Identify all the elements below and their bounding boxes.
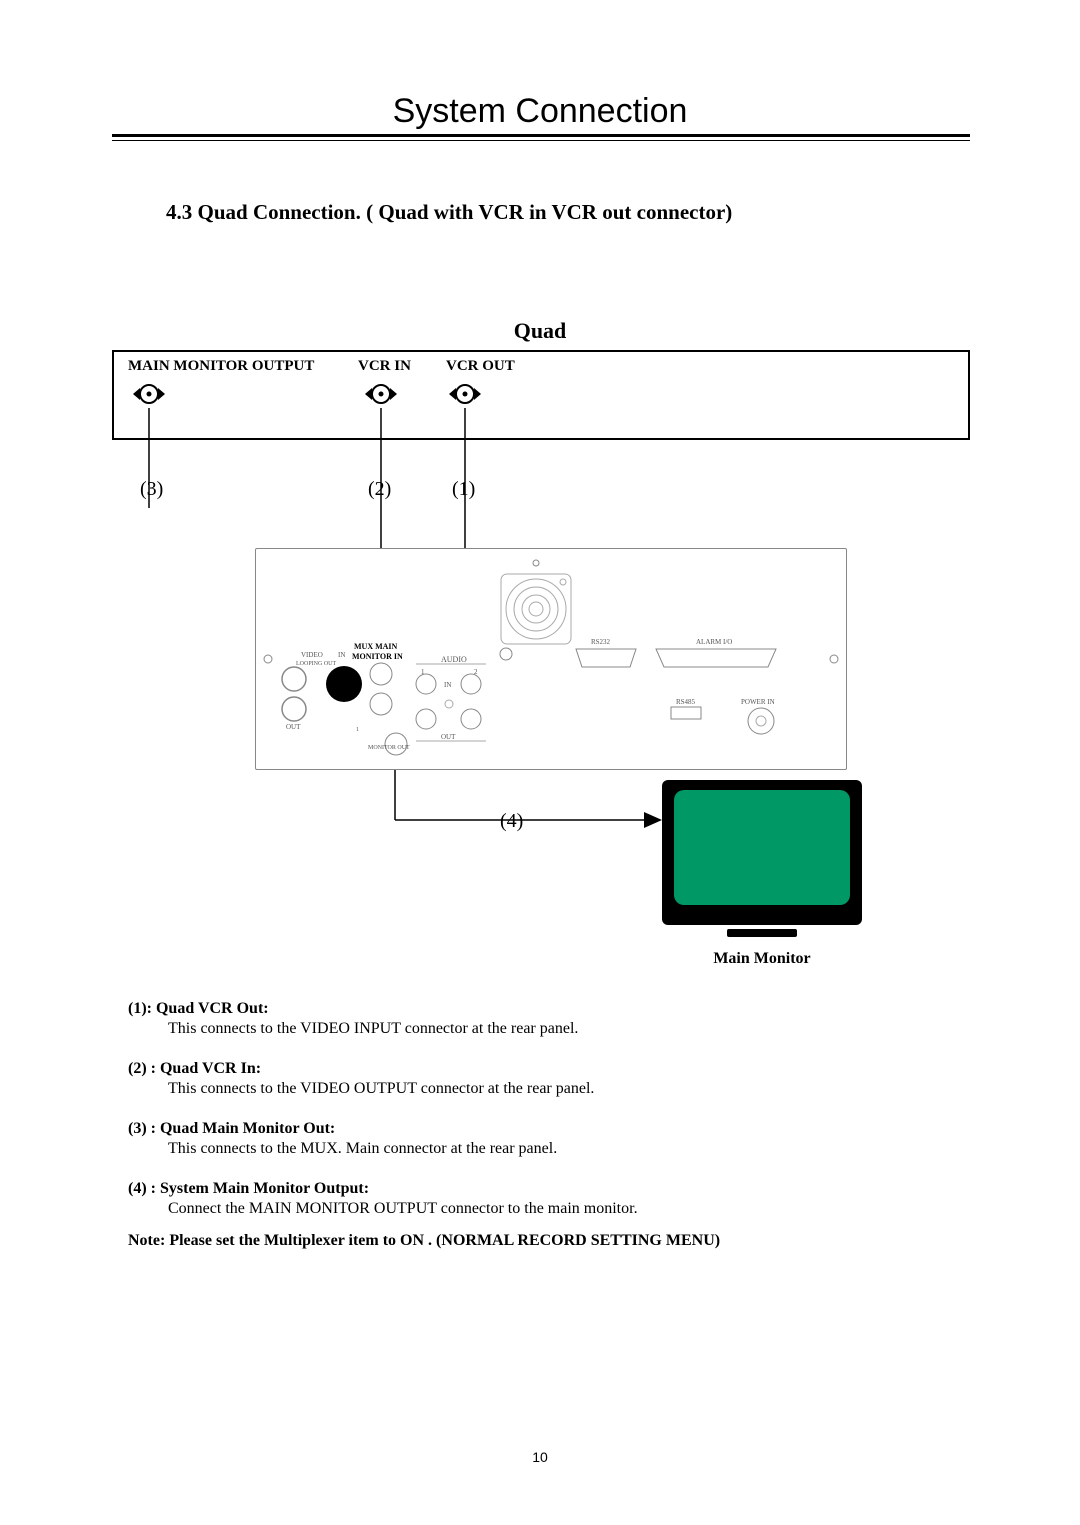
device-label-power-in: POWER IN xyxy=(741,698,775,706)
desc-3: (3) : Quad Main Monitor Out: This connec… xyxy=(128,1120,948,1158)
device-label-audio-out: OUT xyxy=(441,733,456,741)
desc-4-title: (4) : System Main Monitor Output: xyxy=(128,1180,948,1198)
quad-title: Quad xyxy=(0,318,1080,344)
desc-2-text: This connects to the VIDEO OUTPUT connec… xyxy=(168,1080,948,1098)
device-rear-panel: VIDEO LOOPING OUT OUT MUX MAIN MONITOR I… xyxy=(255,548,847,770)
device-label-monitor-out: MONITOR OUT xyxy=(368,745,410,751)
desc-2: (2) : Quad VCR In: This connects to the … xyxy=(128,1060,948,1098)
note-line: Note: Please set the Multiplexer item to… xyxy=(128,1232,720,1250)
title-divider-thick xyxy=(112,134,970,137)
device-label-video: VIDEO xyxy=(301,651,323,659)
device-label-rs485: RS485 xyxy=(676,698,696,706)
desc-4: (4) : System Main Monitor Output: Connec… xyxy=(128,1180,948,1218)
device-label-out-1: OUT xyxy=(286,723,301,731)
label-vcr-out: VCR OUT xyxy=(446,358,515,375)
title-divider-thin xyxy=(112,140,970,141)
monitor-body xyxy=(662,780,862,925)
section-heading: 4.3 Quad Connection. ( Quad with VCR in … xyxy=(166,200,732,225)
bnc-vcr-in-icon xyxy=(362,380,400,408)
desc-2-title: (2) : Quad VCR In: xyxy=(128,1060,948,1078)
monitor-screen xyxy=(674,790,850,905)
device-label-audio: AUDIO xyxy=(441,655,467,664)
label-vcr-in: VCR IN xyxy=(358,358,411,375)
device-label-rs232: RS232 xyxy=(591,638,611,646)
diagram-number-4: (4) xyxy=(500,810,523,833)
page-root: System Connection 4.3 Quad Connection. (… xyxy=(0,0,1080,1525)
diagram-number-1: (1) xyxy=(452,478,475,501)
svg-text:1: 1 xyxy=(356,727,359,733)
desc-3-title: (3) : Quad Main Monitor Out: xyxy=(128,1120,948,1138)
device-label-alarm-io: ALARM I/O xyxy=(696,638,732,646)
diagram-number-3: (3) xyxy=(140,478,163,501)
desc-4-text: Connect the MAIN MONITOR OUTPUT connecto… xyxy=(168,1200,948,1218)
desc-3-text: This connects to the MUX. Main connector… xyxy=(168,1140,948,1158)
label-main-monitor-output: MAIN MONITOR OUTPUT xyxy=(128,358,314,375)
device-label-mux-main: MUX MAIN xyxy=(354,642,398,651)
monitor-label: Main Monitor xyxy=(662,950,862,968)
device-label-in: IN xyxy=(338,651,345,659)
device-label-looping-out: LOOPING OUT xyxy=(296,661,336,667)
monitor-base xyxy=(727,929,797,937)
device-label-audio-in: IN xyxy=(444,681,451,689)
desc-1: (1): Quad VCR Out: This connects to the … xyxy=(128,1000,948,1038)
bnc-vcr-out-icon xyxy=(446,380,484,408)
diagram-number-2: (2) xyxy=(368,478,391,501)
desc-1-title: (1): Quad VCR Out: xyxy=(128,1000,948,1018)
page-title: System Connection xyxy=(0,92,1080,131)
bnc-main-monitor-output-icon xyxy=(130,380,168,408)
device-label-monitor-in: MONITOR IN xyxy=(352,652,403,661)
page-number: 10 xyxy=(0,1449,1080,1465)
desc-1-text: This connects to the VIDEO INPUT connect… xyxy=(168,1020,948,1038)
main-monitor-icon xyxy=(662,780,862,940)
